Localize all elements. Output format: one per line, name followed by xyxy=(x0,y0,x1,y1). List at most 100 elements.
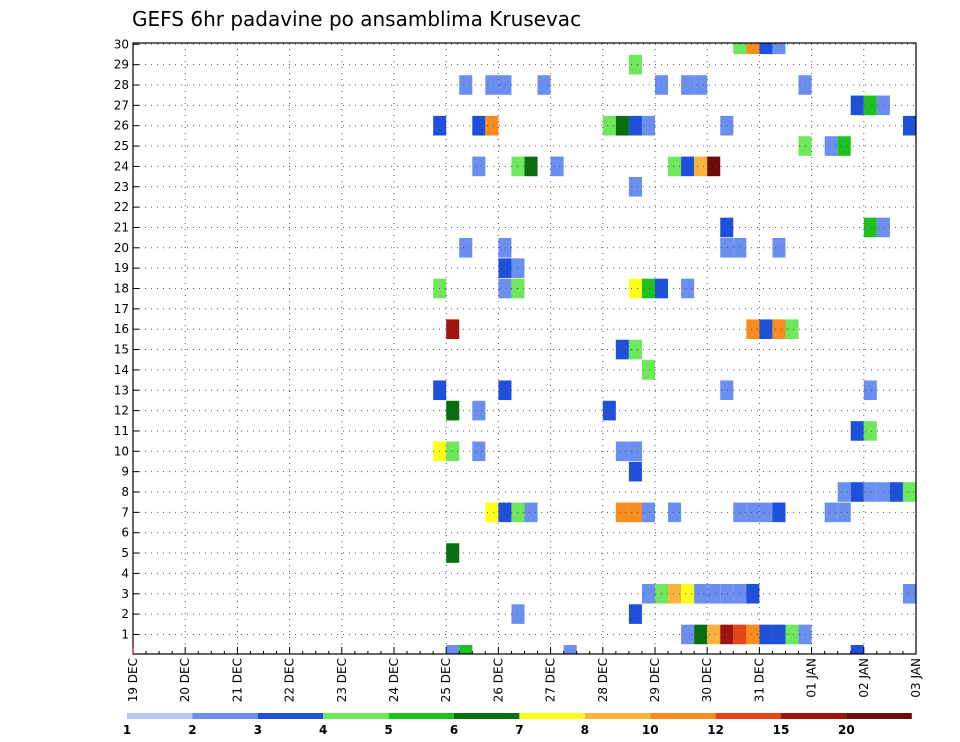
data-cell xyxy=(720,624,734,645)
colorbar-swatch xyxy=(519,713,585,719)
data-cell xyxy=(902,583,916,604)
y-tick-label: 25 xyxy=(114,139,129,153)
colorbar-swatch xyxy=(257,713,324,719)
y-tick-label: 16 xyxy=(114,322,129,336)
colorbar-label: 3 xyxy=(254,723,262,737)
data-cell xyxy=(785,319,799,339)
data-cell xyxy=(537,75,551,95)
y-tick-label: 23 xyxy=(114,180,129,194)
data-cell xyxy=(615,115,629,136)
data-cell xyxy=(498,258,512,278)
data-cell xyxy=(628,115,642,136)
data-cell xyxy=(694,156,708,177)
data-cell xyxy=(746,583,760,604)
data-cell xyxy=(707,624,721,645)
data-cell xyxy=(720,380,734,401)
data-cell xyxy=(772,624,786,645)
data-cell xyxy=(498,238,512,258)
y-tick-label: 8 xyxy=(121,485,129,499)
x-tick-label: 26 DEC xyxy=(491,658,505,702)
data-cell xyxy=(707,583,721,604)
data-cell xyxy=(681,75,695,95)
data-cell xyxy=(772,319,786,339)
data-cell xyxy=(446,319,460,339)
data-cell xyxy=(628,604,642,624)
y-tick-label: 19 xyxy=(114,261,129,275)
data-cell xyxy=(746,624,760,645)
y-tick-label: 21 xyxy=(114,220,129,234)
data-cell xyxy=(694,75,708,95)
colorbar-label: 7 xyxy=(515,723,523,737)
y-tick-label: 27 xyxy=(114,98,129,112)
colorbar-swatch xyxy=(715,713,781,719)
data-cell xyxy=(472,115,486,136)
data-cell xyxy=(759,319,773,339)
data-cell xyxy=(837,502,851,523)
data-cell xyxy=(668,583,682,604)
data-cell xyxy=(472,441,486,462)
x-tick-label: 31 DEC xyxy=(752,658,766,702)
data-cell xyxy=(628,461,642,482)
chart-title: GEFS 6hr padavine po ansamblima Krusevac xyxy=(132,7,581,31)
x-tick-label: 20 DEC xyxy=(178,658,192,702)
colorbar-label: 2 xyxy=(188,723,196,737)
y-tick-label: 26 xyxy=(114,119,129,133)
x-tick-label: 03 JAN xyxy=(909,658,923,698)
colorbar-swatch xyxy=(454,713,520,719)
data-cell xyxy=(863,217,877,238)
y-tick-label: 12 xyxy=(114,404,129,418)
data-cell xyxy=(681,156,695,177)
data-cell xyxy=(472,400,486,421)
data-cell xyxy=(524,156,538,177)
x-tick-label: 28 DEC xyxy=(596,658,610,702)
data-cell xyxy=(889,482,903,502)
y-tick-label: 22 xyxy=(114,200,129,214)
x-tick-label: 27 DEC xyxy=(544,658,558,702)
data-cell xyxy=(850,482,864,502)
data-cell xyxy=(459,645,473,654)
data-cell xyxy=(785,624,799,645)
data-cell xyxy=(615,502,629,523)
y-tick-label: 13 xyxy=(114,383,129,397)
data-cell xyxy=(628,176,642,197)
data-cell xyxy=(772,502,786,523)
x-tick-label: 19 DEC xyxy=(126,658,140,702)
data-cell xyxy=(746,43,760,55)
x-tick-label: 23 DEC xyxy=(335,658,349,702)
data-cell xyxy=(720,115,734,136)
data-cell xyxy=(772,43,786,55)
plot-frame xyxy=(132,42,917,655)
y-tick-label: 29 xyxy=(114,58,129,72)
data-cell xyxy=(902,482,916,502)
data-cell xyxy=(759,43,773,55)
data-cell xyxy=(498,502,512,523)
y-tick-label: 4 xyxy=(121,566,129,580)
data-cell xyxy=(446,400,460,421)
x-tick-label: 24 DEC xyxy=(387,658,401,702)
y-tick-label: 11 xyxy=(114,424,129,438)
y-tick-label: 17 xyxy=(114,302,129,316)
y-tick-label: 7 xyxy=(121,505,129,519)
data-cell xyxy=(746,319,760,339)
data-cell xyxy=(563,645,577,654)
colorbar-swatch xyxy=(323,713,389,719)
data-cell xyxy=(720,217,734,238)
grid-lines xyxy=(133,43,916,654)
colorbar-label: 10 xyxy=(642,723,659,737)
data-cell xyxy=(498,75,512,95)
colorbar-label: 4 xyxy=(319,723,327,737)
y-tick-label: 30 xyxy=(114,37,129,51)
colorbar-label: 12 xyxy=(707,723,724,737)
data-cell xyxy=(641,115,655,136)
data-cell xyxy=(485,115,499,136)
data-cell xyxy=(459,75,473,95)
data-cell xyxy=(628,54,642,75)
data-cell xyxy=(668,502,682,523)
colorbar-swatch xyxy=(781,713,847,719)
y-tick-label: 5 xyxy=(121,546,129,560)
data-cell xyxy=(824,502,838,523)
data-cell xyxy=(681,624,695,645)
data-cell xyxy=(485,75,499,95)
data-cell xyxy=(485,502,499,523)
